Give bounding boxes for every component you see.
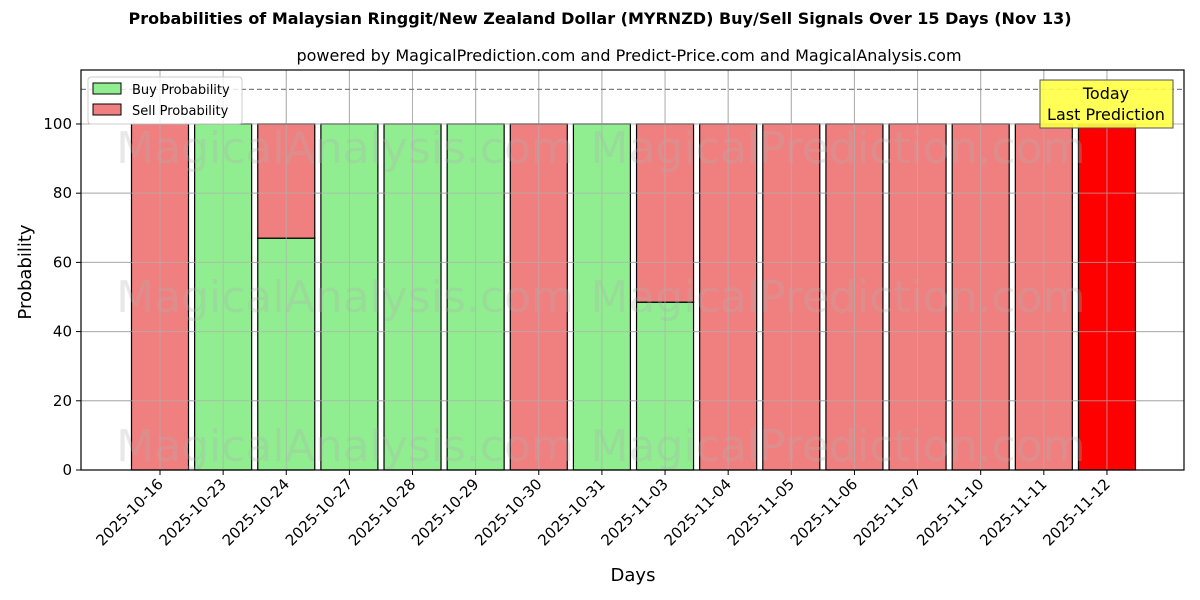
chart-title: Probabilities of Malaysian Ringgit/New Z… (128, 9, 1072, 28)
y-tick-label: 60 (53, 253, 72, 271)
x-tick-label: 2025-10-24 (219, 475, 293, 549)
legend-label-buy: Buy Probability (132, 83, 230, 98)
x-tick-label: 2025-11-06 (787, 475, 861, 549)
chart-subtitle: powered by MagicalPrediction.com and Pre… (296, 46, 962, 65)
watermarks: MagicalAnalysis.com MagicalPrediction.co… (116, 123, 1085, 472)
legend-box (87, 76, 243, 125)
x-tick-label: 2025-11-05 (724, 475, 798, 549)
x-tick-label: 2025-10-30 (471, 475, 545, 549)
watermark: MagicalPrediction.com (591, 421, 1086, 472)
annotation-line-1: Today (1082, 84, 1129, 103)
y-tick-label: 40 (53, 323, 72, 341)
x-tick-label: 2025-11-10 (913, 475, 987, 549)
legend: Buy Probability Sell Probability (87, 76, 243, 125)
y-axis-label: Probability (15, 224, 36, 319)
watermark: MagicalAnalysis.com (116, 421, 574, 472)
grid-lines-overlay (81, 70, 1184, 471)
today-annotation: Today Last Prediction (1039, 79, 1174, 129)
x-tick-label: 2025-11-11 (976, 475, 1050, 549)
x-tick-label: 2025-10-31 (534, 475, 608, 549)
y-tick-label: 100 (43, 115, 72, 133)
y-tick-label: 80 (53, 184, 72, 202)
annotation-box (1039, 79, 1174, 129)
x-tick-label: 2025-10-29 (408, 475, 482, 549)
watermark: MagicalPrediction.com (591, 272, 1086, 323)
x-tick-label: 2025-11-12 (1039, 475, 1113, 549)
watermark: MagicalPrediction.com (591, 123, 1086, 174)
legend-label-sell: Sell Probability (132, 104, 229, 119)
x-tick-label: 2025-11-03 (597, 475, 671, 549)
legend-swatch-buy (92, 82, 122, 95)
x-tick-label: 2025-10-28 (345, 475, 419, 549)
x-tick-label: 2025-10-27 (282, 475, 356, 549)
x-tick-label: 2025-10-16 (92, 475, 166, 549)
y-tick-label: 0 (62, 461, 72, 479)
legend-swatch-sell (92, 103, 122, 116)
y-tick-label: 20 (53, 392, 72, 410)
watermark: MagicalAnalysis.com (116, 272, 574, 323)
y-axis: 0 20 40 60 80 100 (43, 115, 81, 479)
x-tick-label: 2025-11-07 (850, 475, 924, 549)
annotation-line-2: Last Prediction (1047, 105, 1165, 124)
plot-frame (80, 69, 1185, 471)
watermark: MagicalAnalysis.com (116, 123, 574, 174)
x-tick-label: 2025-10-23 (156, 475, 230, 549)
x-tick-label: 2025-11-04 (661, 475, 735, 549)
x-axis-label: Days (611, 565, 656, 586)
x-axis: 2025-10-162025-10-232025-10-242025-10-27… (92, 470, 1114, 549)
